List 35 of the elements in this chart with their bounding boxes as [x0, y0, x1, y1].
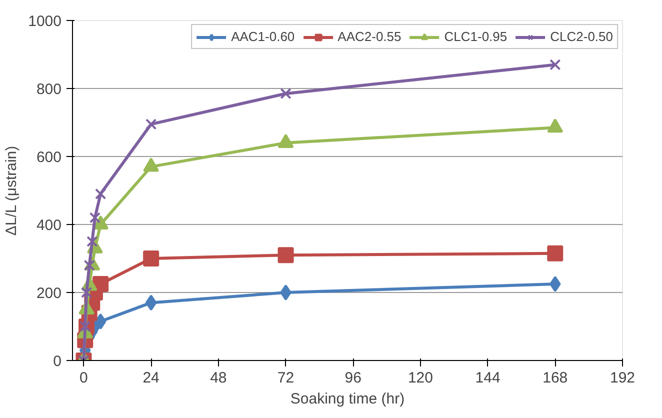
x-tick-label: 192: [610, 370, 636, 386]
x-tick-label: 96: [344, 370, 362, 386]
legend-label: CLC1-0.95: [444, 29, 508, 44]
point: [92, 276, 109, 292]
point: [80, 286, 92, 298]
point: [94, 313, 106, 330]
point: [89, 212, 101, 224]
y-tick-label: 1000: [28, 13, 62, 30]
point: [280, 284, 292, 300]
point: [145, 294, 157, 311]
point: [94, 188, 106, 200]
point: [549, 276, 561, 292]
legend-label: AAC2-0.55: [338, 29, 402, 44]
y-axis-title: ΔL/L (μstrain): [3, 146, 20, 236]
legend-label: CLC2-0.50: [550, 29, 613, 44]
x-tick-label: 72: [277, 370, 294, 386]
x-tick-label: 24: [142, 370, 160, 386]
y-tick-label: 400: [36, 217, 62, 234]
x-tick-label: 48: [210, 370, 227, 386]
point: [550, 59, 561, 70]
y-tick-label: 800: [36, 81, 62, 98]
legend-label: AAC1-0.60: [231, 29, 295, 44]
x-tick-label: 168: [542, 370, 568, 386]
point: [280, 88, 292, 100]
y-tick-label: 600: [36, 149, 62, 166]
y-tick-label: 0: [53, 353, 62, 370]
x-tick-label: 120: [408, 370, 433, 386]
point: [278, 247, 294, 264]
point: [143, 250, 160, 266]
x-axis-title: Soaking time (hr): [290, 390, 405, 408]
x-tick-label: 0: [80, 370, 88, 386]
point: [145, 118, 157, 130]
y-tick-label: 200: [36, 285, 62, 302]
point: [547, 245, 564, 262]
x-tick-label: 144: [475, 370, 500, 386]
